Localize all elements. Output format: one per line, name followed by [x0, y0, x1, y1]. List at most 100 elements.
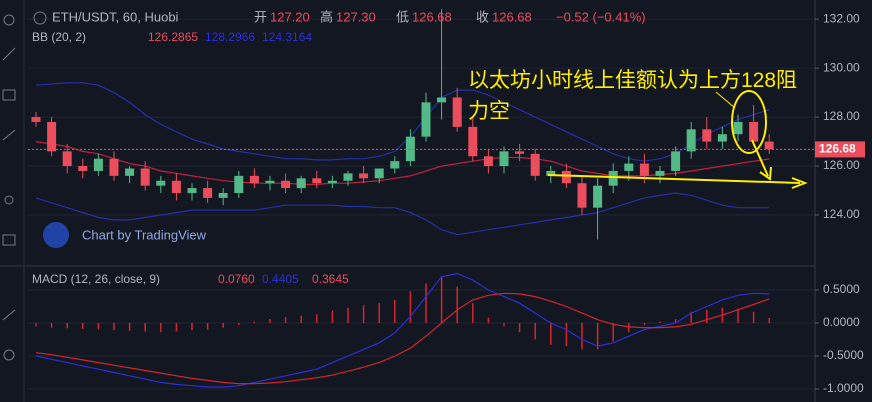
symbol-title[interactable]: ETH/USDT, 60, Huobi [52, 9, 179, 24]
tool-icon[interactable] [2, 47, 16, 61]
y-tick-label: 0.5000 [823, 282, 860, 296]
candle-body [93, 158, 103, 171]
tool-icon[interactable] [2, 309, 16, 321]
tool-icon[interactable] [3, 349, 15, 361]
candle-body [171, 180, 181, 193]
candle-body [468, 126, 478, 157]
drawing [547, 90, 808, 189]
indicator-line [35, 192, 770, 236]
macd-value: 0.4405 [262, 272, 299, 286]
macd-value: 0.3645 [312, 272, 349, 286]
candle-body [499, 151, 509, 167]
candle-body [156, 180, 166, 186]
low-label: 低 [396, 9, 409, 24]
last-price-label: 126.68 [819, 142, 856, 156]
price-axis: 124.00 126.00 128.00 130.00 132.00 126.68 0.50… [815, 11, 865, 395]
candle-body [405, 136, 415, 162]
candle-body [47, 121, 57, 152]
tool-icon[interactable] [2, 89, 16, 101]
candle-body [593, 185, 603, 208]
indicator-line [35, 272, 770, 388]
indicator-line [35, 82, 770, 162]
y-tick-label: 126.00 [823, 158, 860, 172]
symbol-icon[interactable] [33, 11, 47, 25]
candle-body [749, 121, 759, 142]
open-label: 开 [254, 9, 267, 24]
plot-area [28, 9, 815, 388]
macd-name[interactable]: MACD (12, 26, close, 9) [32, 272, 160, 286]
trend-arrow [547, 174, 801, 184]
grid [28, 18, 815, 390]
candle-body [686, 129, 696, 152]
candle-body [561, 170, 571, 184]
candle-body [31, 117, 41, 122]
trend-arrow [751, 139, 769, 177]
y-tick-label: 132.00 [823, 11, 860, 25]
annotation: 以太坊小时线上佳额认为上方128阻 [468, 69, 797, 92]
tool-icon[interactable] [3, 14, 15, 26]
candle-body [515, 151, 525, 154]
candle-body [390, 161, 400, 169]
macd-value: 0.0760 [218, 272, 255, 286]
candle-body [608, 170, 618, 186]
indicator-value: 124.3164 [262, 30, 312, 44]
candle-body [343, 173, 353, 181]
low-value: 126.68 [412, 9, 452, 24]
annotation: 力空 [468, 100, 510, 123]
y-tick-label: -0.5000 [823, 348, 864, 362]
candle-body [421, 102, 431, 137]
close-value: 126.68 [492, 9, 532, 24]
candle-body [483, 156, 493, 167]
pointer-line [715, 91, 736, 109]
candle-body [327, 180, 337, 184]
candle-body [452, 97, 462, 127]
indicator-value: 126.2865 [148, 30, 198, 44]
indicator-line [35, 292, 770, 385]
watermark-logo [43, 222, 69, 248]
arrow-head [759, 166, 772, 181]
candle-body [62, 151, 72, 167]
candle-body [109, 158, 119, 176]
y-tick-label: -1.0000 [823, 381, 864, 395]
indicator-name[interactable]: BB (20, 2) [32, 30, 86, 44]
y-tick-label: 124.00 [823, 207, 860, 221]
high-label: 高 [320, 9, 333, 24]
candle-body [187, 188, 197, 193]
last-price-tag [815, 141, 865, 158]
candle-body [764, 141, 774, 150]
open-value: 127.20 [270, 9, 310, 24]
candle-body [234, 175, 244, 193]
candle-body [655, 170, 665, 176]
y-tick-label: 0.0000 [823, 315, 860, 329]
tool-icon[interactable] [2, 234, 16, 246]
toolbar [2, 14, 16, 361]
close-label: 收 [476, 9, 489, 24]
watermark[interactable]: Chart by TradingView [82, 227, 207, 242]
y-tick-label: 130.00 [823, 60, 860, 74]
arrow-head [791, 177, 808, 189]
candle-body [359, 173, 369, 179]
candle-body [717, 134, 727, 142]
change-value: −0.52 (−0.41%) [556, 9, 646, 24]
candle-body [577, 183, 587, 208]
candle-body [702, 129, 712, 142]
candle-body [218, 192, 228, 198]
candle-body [249, 175, 259, 184]
candle-body [296, 178, 306, 189]
candle-body [546, 170, 556, 176]
candle-body [265, 180, 275, 184]
candle-body [733, 121, 743, 135]
tool-icon[interactable] [2, 129, 16, 141]
candle-body [639, 163, 649, 176]
candle-body [78, 166, 88, 171]
y-tick-label: 128.00 [823, 109, 860, 123]
candle-body [671, 151, 681, 171]
candle-body [437, 97, 447, 103]
tool-icon[interactable] [4, 195, 14, 205]
candle-body [312, 178, 322, 184]
candle-body [203, 188, 213, 198]
candle-body [281, 180, 291, 189]
candle-body [530, 153, 540, 176]
